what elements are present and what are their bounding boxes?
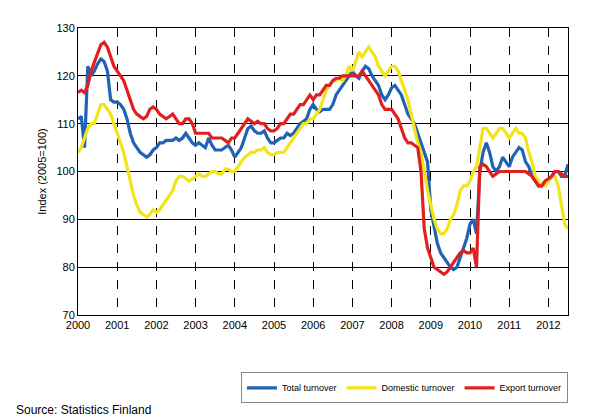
- svg-text:70: 70: [63, 309, 75, 321]
- svg-text:2003: 2003: [183, 319, 207, 331]
- svg-text:2007: 2007: [340, 319, 364, 331]
- svg-text:2010: 2010: [458, 319, 482, 331]
- svg-text:2008: 2008: [379, 319, 403, 331]
- svg-text:120: 120: [56, 70, 74, 82]
- svg-text:90: 90: [63, 213, 75, 225]
- svg-text:2009: 2009: [419, 319, 443, 331]
- svg-text:2012: 2012: [536, 319, 560, 331]
- svg-text:Source: Statistics Finland: Source: Statistics Finland: [16, 403, 151, 415]
- svg-text:Export turnover: Export turnover: [500, 383, 562, 393]
- svg-text:130: 130: [56, 22, 74, 34]
- svg-text:Domestic turnover: Domestic turnover: [382, 383, 455, 393]
- svg-text:110: 110: [57, 118, 75, 130]
- svg-text:2011: 2011: [497, 319, 521, 331]
- svg-text:Index (2005=100): Index (2005=100): [36, 128, 48, 215]
- svg-text:80: 80: [63, 261, 75, 273]
- svg-text:2002: 2002: [144, 319, 168, 331]
- svg-text:2005: 2005: [262, 319, 286, 331]
- svg-text:2000: 2000: [66, 319, 90, 331]
- svg-text:2004: 2004: [223, 319, 247, 331]
- svg-text:2001: 2001: [105, 319, 129, 331]
- svg-text:100: 100: [56, 165, 74, 177]
- svg-text:Total turnover: Total turnover: [282, 383, 337, 393]
- svg-text:2006: 2006: [301, 319, 325, 331]
